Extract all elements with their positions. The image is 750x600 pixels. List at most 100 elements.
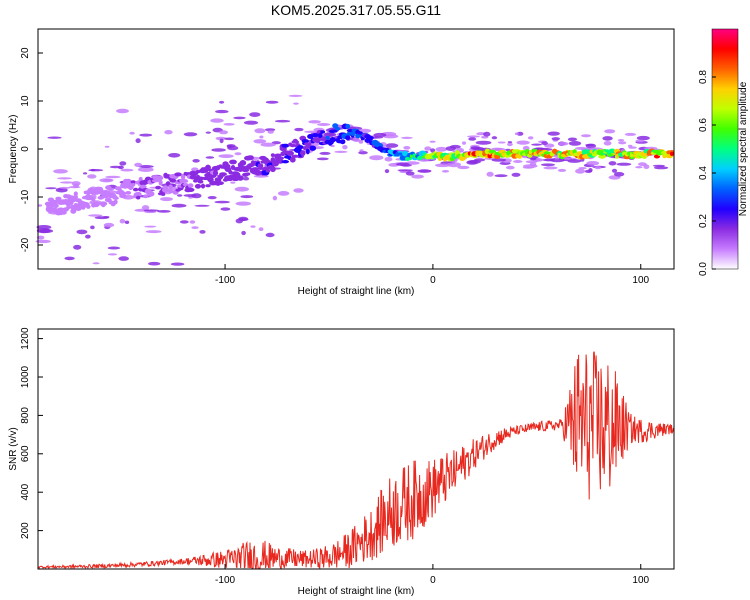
- spectrogram-noise-blob: [170, 262, 185, 266]
- spectrogram-noise-blob: [59, 181, 74, 184]
- spectrogram-noise-blob: [215, 109, 229, 114]
- spectrogram-ridge-cell: [487, 152, 493, 159]
- spectrogram-ridge-cell: [301, 139, 309, 143]
- spectrogram-ridge-cell: [270, 166, 276, 173]
- spectrogram-noise-blob: [57, 177, 72, 180]
- spectrogram-ridge-cell: [281, 143, 290, 148]
- spectrogram-noise-blob: [85, 234, 91, 239]
- spectrogram-noise-blob: [475, 140, 492, 145]
- spectrogram-noise-blob: [384, 156, 393, 162]
- spectrogram-y-tick-label: -20: [20, 237, 31, 252]
- spectrogram-noise-blob: [107, 246, 121, 250]
- spectrogram-ridge-cell: [309, 145, 317, 151]
- spectrogram-noise-blob: [145, 230, 162, 234]
- spectrogram-ridge-cell: [212, 170, 219, 177]
- spectrogram-noise-blob: [194, 204, 210, 207]
- spectrogram-noise-blob: [540, 163, 556, 167]
- spectrogram-ridge-cell: [70, 208, 77, 214]
- spectrogram-ridge-cell: [183, 179, 189, 183]
- spectrogram-noise-blob: [342, 145, 348, 150]
- spectrogram-ridge-cell: [217, 181, 224, 186]
- spectrogram-noise-blob: [586, 161, 600, 166]
- spectrogram-ridge-cell: [157, 175, 164, 181]
- spectrogram-noise-blob: [119, 161, 127, 166]
- spectrogram-noise-blob: [491, 136, 498, 140]
- spectrogram-x-tick-label: 0: [430, 275, 436, 286]
- spectrogram-noise-blob: [275, 119, 291, 123]
- colorbar-tick-label: 0.4: [698, 166, 709, 180]
- spectrogram-ridge-cell: [161, 187, 170, 193]
- spectrogram-noise-blob: [483, 131, 491, 137]
- spectrogram-ridge-cell: [292, 138, 298, 144]
- spectrogram-ridge-cell: [163, 185, 168, 190]
- spectrogram-noise-blob: [541, 141, 548, 146]
- spectrogram-ridge-cell: [125, 191, 132, 195]
- spectrogram-noise-blob: [37, 235, 45, 240]
- colorbar-tick-label: 0.2: [698, 214, 709, 228]
- spectrogram-noise-blob: [294, 127, 304, 132]
- spectrogram-noise-blob: [171, 203, 187, 208]
- spectrogram-noise-blob: [253, 174, 269, 178]
- spectrogram-noise-blob: [168, 153, 181, 158]
- spectrogram-noise-blob: [568, 141, 582, 146]
- spectrogram-noise-blob: [511, 172, 521, 177]
- spectrogram-noise-blob: [369, 155, 384, 161]
- spectrogram-ridge-cell: [274, 153, 282, 157]
- spectrogram-ridge-cell: [246, 155, 254, 161]
- figure-title: KOM5.2025.317.05.55.G11: [271, 2, 441, 18]
- spectrogram-ridge-cell: [139, 184, 147, 189]
- spectrogram-noise-blob: [192, 159, 200, 163]
- spectrogram-ridge-cell: [258, 166, 263, 170]
- spectrogram-noise-blob: [241, 230, 246, 236]
- spectrogram-noise-blob: [352, 137, 360, 142]
- spectrogram-noise-blob: [76, 229, 88, 235]
- spectrogram-noise-blob: [308, 120, 321, 124]
- spectrogram-noise-blob: [604, 129, 616, 134]
- spectrogram-noise-blob: [447, 162, 461, 168]
- snr-y-tick-label: 1000: [20, 365, 31, 388]
- colorbar-tick-label: 0.8: [698, 70, 709, 84]
- snr-x-tick-label: 100: [632, 575, 649, 586]
- spectrogram-ridge-cell: [155, 185, 162, 190]
- spectrogram-ridge-cell: [136, 195, 141, 200]
- spectrogram-noise-blob: [124, 220, 130, 224]
- spectrogram-ridge-cell: [186, 187, 195, 192]
- spectrogram-ridge-cell: [196, 176, 205, 181]
- spectrogram-noise-blob: [35, 239, 51, 244]
- spectrogram-noise-blob: [135, 138, 141, 144]
- spectrogram-ridge-cell: [53, 203, 59, 209]
- spectrogram-noise-blob: [264, 128, 276, 132]
- spectrogram-noise-blob: [272, 195, 278, 201]
- spectrogram-noise-blob: [189, 220, 196, 224]
- spectrogram-noise-blob: [179, 220, 189, 224]
- snr-x-ticks: -100 0 100: [215, 564, 650, 586]
- spectrogram-noise-blob: [396, 162, 410, 166]
- spectrogram-ridge-cell: [193, 179, 198, 183]
- spectrogram-ridge-cell: [187, 183, 194, 188]
- spectrogram-noise-blob: [230, 181, 236, 184]
- spectrogram-ridge-cell: [276, 156, 284, 160]
- spectrogram-ridge-cell: [180, 173, 186, 180]
- spectrogram-y-tick-label: 10: [20, 95, 31, 107]
- spectrogram-noise-blob: [435, 146, 448, 152]
- spectrogram-ridge-cell: [340, 139, 346, 145]
- spectrogram-plot-area: [38, 29, 674, 269]
- spectrogram-noise-blob: [138, 165, 154, 168]
- spectrogram-noise-blob: [214, 200, 230, 204]
- spectrogram-noise-blob: [462, 141, 466, 145]
- spectrogram-noise-blob: [235, 201, 252, 206]
- spectrogram-ridge-cell: [73, 195, 78, 200]
- spectrogram-noise-blob: [527, 136, 534, 140]
- spectrogram-ridge-cell: [220, 172, 226, 177]
- spectrogram-noise-blob: [430, 148, 436, 153]
- spectrogram-noise-blob: [233, 116, 246, 120]
- spectrogram-noise-blob: [323, 132, 337, 137]
- spectrogram-noise-blob: [39, 229, 54, 233]
- spectrogram-noise-blob: [107, 253, 118, 256]
- spectrogram-noise-blob: [288, 94, 303, 97]
- spectrogram-ridge-cell: [286, 150, 294, 156]
- spectrogram-ridge-cell: [86, 204, 91, 209]
- spectrogram-noise-blob: [358, 140, 364, 144]
- spectrogram-noise-blob: [134, 162, 143, 167]
- spectrogram-ridge-cell: [305, 148, 310, 155]
